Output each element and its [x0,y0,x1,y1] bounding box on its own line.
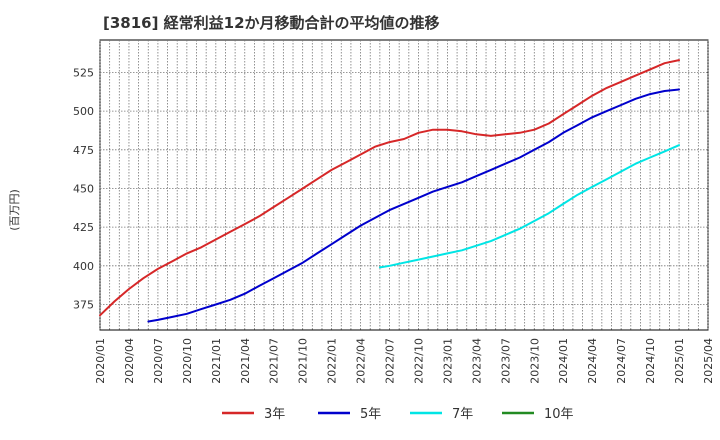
x-tick-label: 2021/04 [239,338,252,384]
x-tick-label: 2022/07 [384,338,397,384]
y-tick-label: 375 [73,298,94,311]
legend-label: 3年 [264,407,285,422]
y-tick-label: 400 [73,260,94,273]
x-tick-label: 2025/01 [673,338,686,384]
x-tick-label: 2020/10 [181,338,194,384]
y-tick-labels: 375 400 425 450 475 500 525 [73,66,94,311]
series-layer [99,59,680,323]
y-tick-label: 450 [73,182,94,195]
legend-label: 10年 [544,407,574,422]
y-tick-label: 500 [73,105,94,118]
x-tick-label: 2024/10 [644,338,657,384]
x-tick-label: 2022/10 [412,338,425,384]
x-tick-label: 2025/04 [702,338,715,384]
x-tick-label: 2024/04 [586,338,599,384]
x-tick-label: 2021/10 [297,338,310,384]
x-tick-label: 2023/10 [528,338,541,384]
x-tick-label: 2021/01 [210,338,223,384]
y-tick-label: 475 [73,144,94,157]
x-tick-label: 2024/07 [615,338,628,384]
x-tick-label: 2020/07 [152,338,165,384]
x-tick-label: 2022/01 [326,338,339,384]
x-tick-label: 2023/01 [441,338,454,384]
x-tick-label: 2023/04 [470,338,483,384]
x-tick-label: 2023/07 [499,338,512,384]
series-line [147,88,680,323]
x-tick-label: 2020/04 [123,338,136,384]
y-tick-label: 525 [73,66,94,79]
series-line [99,59,680,317]
y-tick-label: 425 [73,221,94,234]
x-tick-label: 2024/01 [557,338,570,384]
x-tick-labels: 2020/01 2020/04 2020/07 2020/10 2021/01 2021/… [94,338,715,384]
series-line [379,144,680,269]
legend-label: 7年 [452,407,473,422]
grid-layer [99,40,709,330]
x-tick-label: 2020/01 [94,338,107,384]
x-tick-label: 2021/07 [268,338,281,384]
legend-label: 5年 [360,407,381,422]
legend: 3年 5年 7年 10年 [222,407,574,422]
y-axis-label: (百万円) [8,189,21,231]
chart-title: [3816] 経常利益12か月移動合計の平均値の推移 [103,14,440,32]
x-tick-label: 2022/04 [355,338,368,384]
